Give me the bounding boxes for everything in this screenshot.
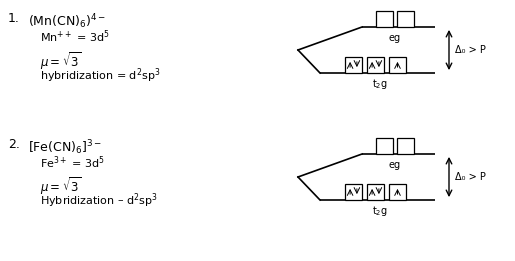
Bar (397, 138, 414, 154)
Text: Fe$^{3+}$ = 3d$^5$: Fe$^{3+}$ = 3d$^5$ (40, 154, 105, 171)
Text: Hybridization – d$^2$sp$^3$: Hybridization – d$^2$sp$^3$ (40, 191, 158, 210)
Bar (367, 57, 384, 73)
Bar (367, 184, 384, 200)
Text: 2.: 2. (8, 138, 20, 151)
Bar (345, 184, 362, 200)
Text: hybridization = d$^2$sp$^3$: hybridization = d$^2$sp$^3$ (40, 66, 161, 85)
Text: Δ₀ > P: Δ₀ > P (455, 172, 486, 182)
Bar (397, 11, 414, 27)
Bar (389, 57, 406, 73)
Text: t$_2$g: t$_2$g (372, 204, 388, 218)
Bar (376, 138, 393, 154)
Text: [Fe(CN)$_6]^{3-}$: [Fe(CN)$_6]^{3-}$ (28, 138, 102, 157)
Bar (376, 11, 393, 27)
Text: 1.: 1. (8, 12, 20, 25)
Bar (389, 184, 406, 200)
Text: Δ₀ > P: Δ₀ > P (455, 45, 486, 55)
Text: Mn$^{++}$ = 3d$^5$: Mn$^{++}$ = 3d$^5$ (40, 28, 110, 45)
Text: t$_2$g: t$_2$g (372, 77, 388, 91)
Text: $\mu = \sqrt{3}$: $\mu = \sqrt{3}$ (40, 50, 81, 72)
Bar (345, 57, 362, 73)
Text: (Mn(CN)$_6)^{4-}$: (Mn(CN)$_6)^{4-}$ (28, 12, 106, 31)
Text: eg: eg (389, 33, 401, 43)
Text: $\mu = \sqrt{3}$: $\mu = \sqrt{3}$ (40, 175, 81, 197)
Text: eg: eg (389, 160, 401, 170)
